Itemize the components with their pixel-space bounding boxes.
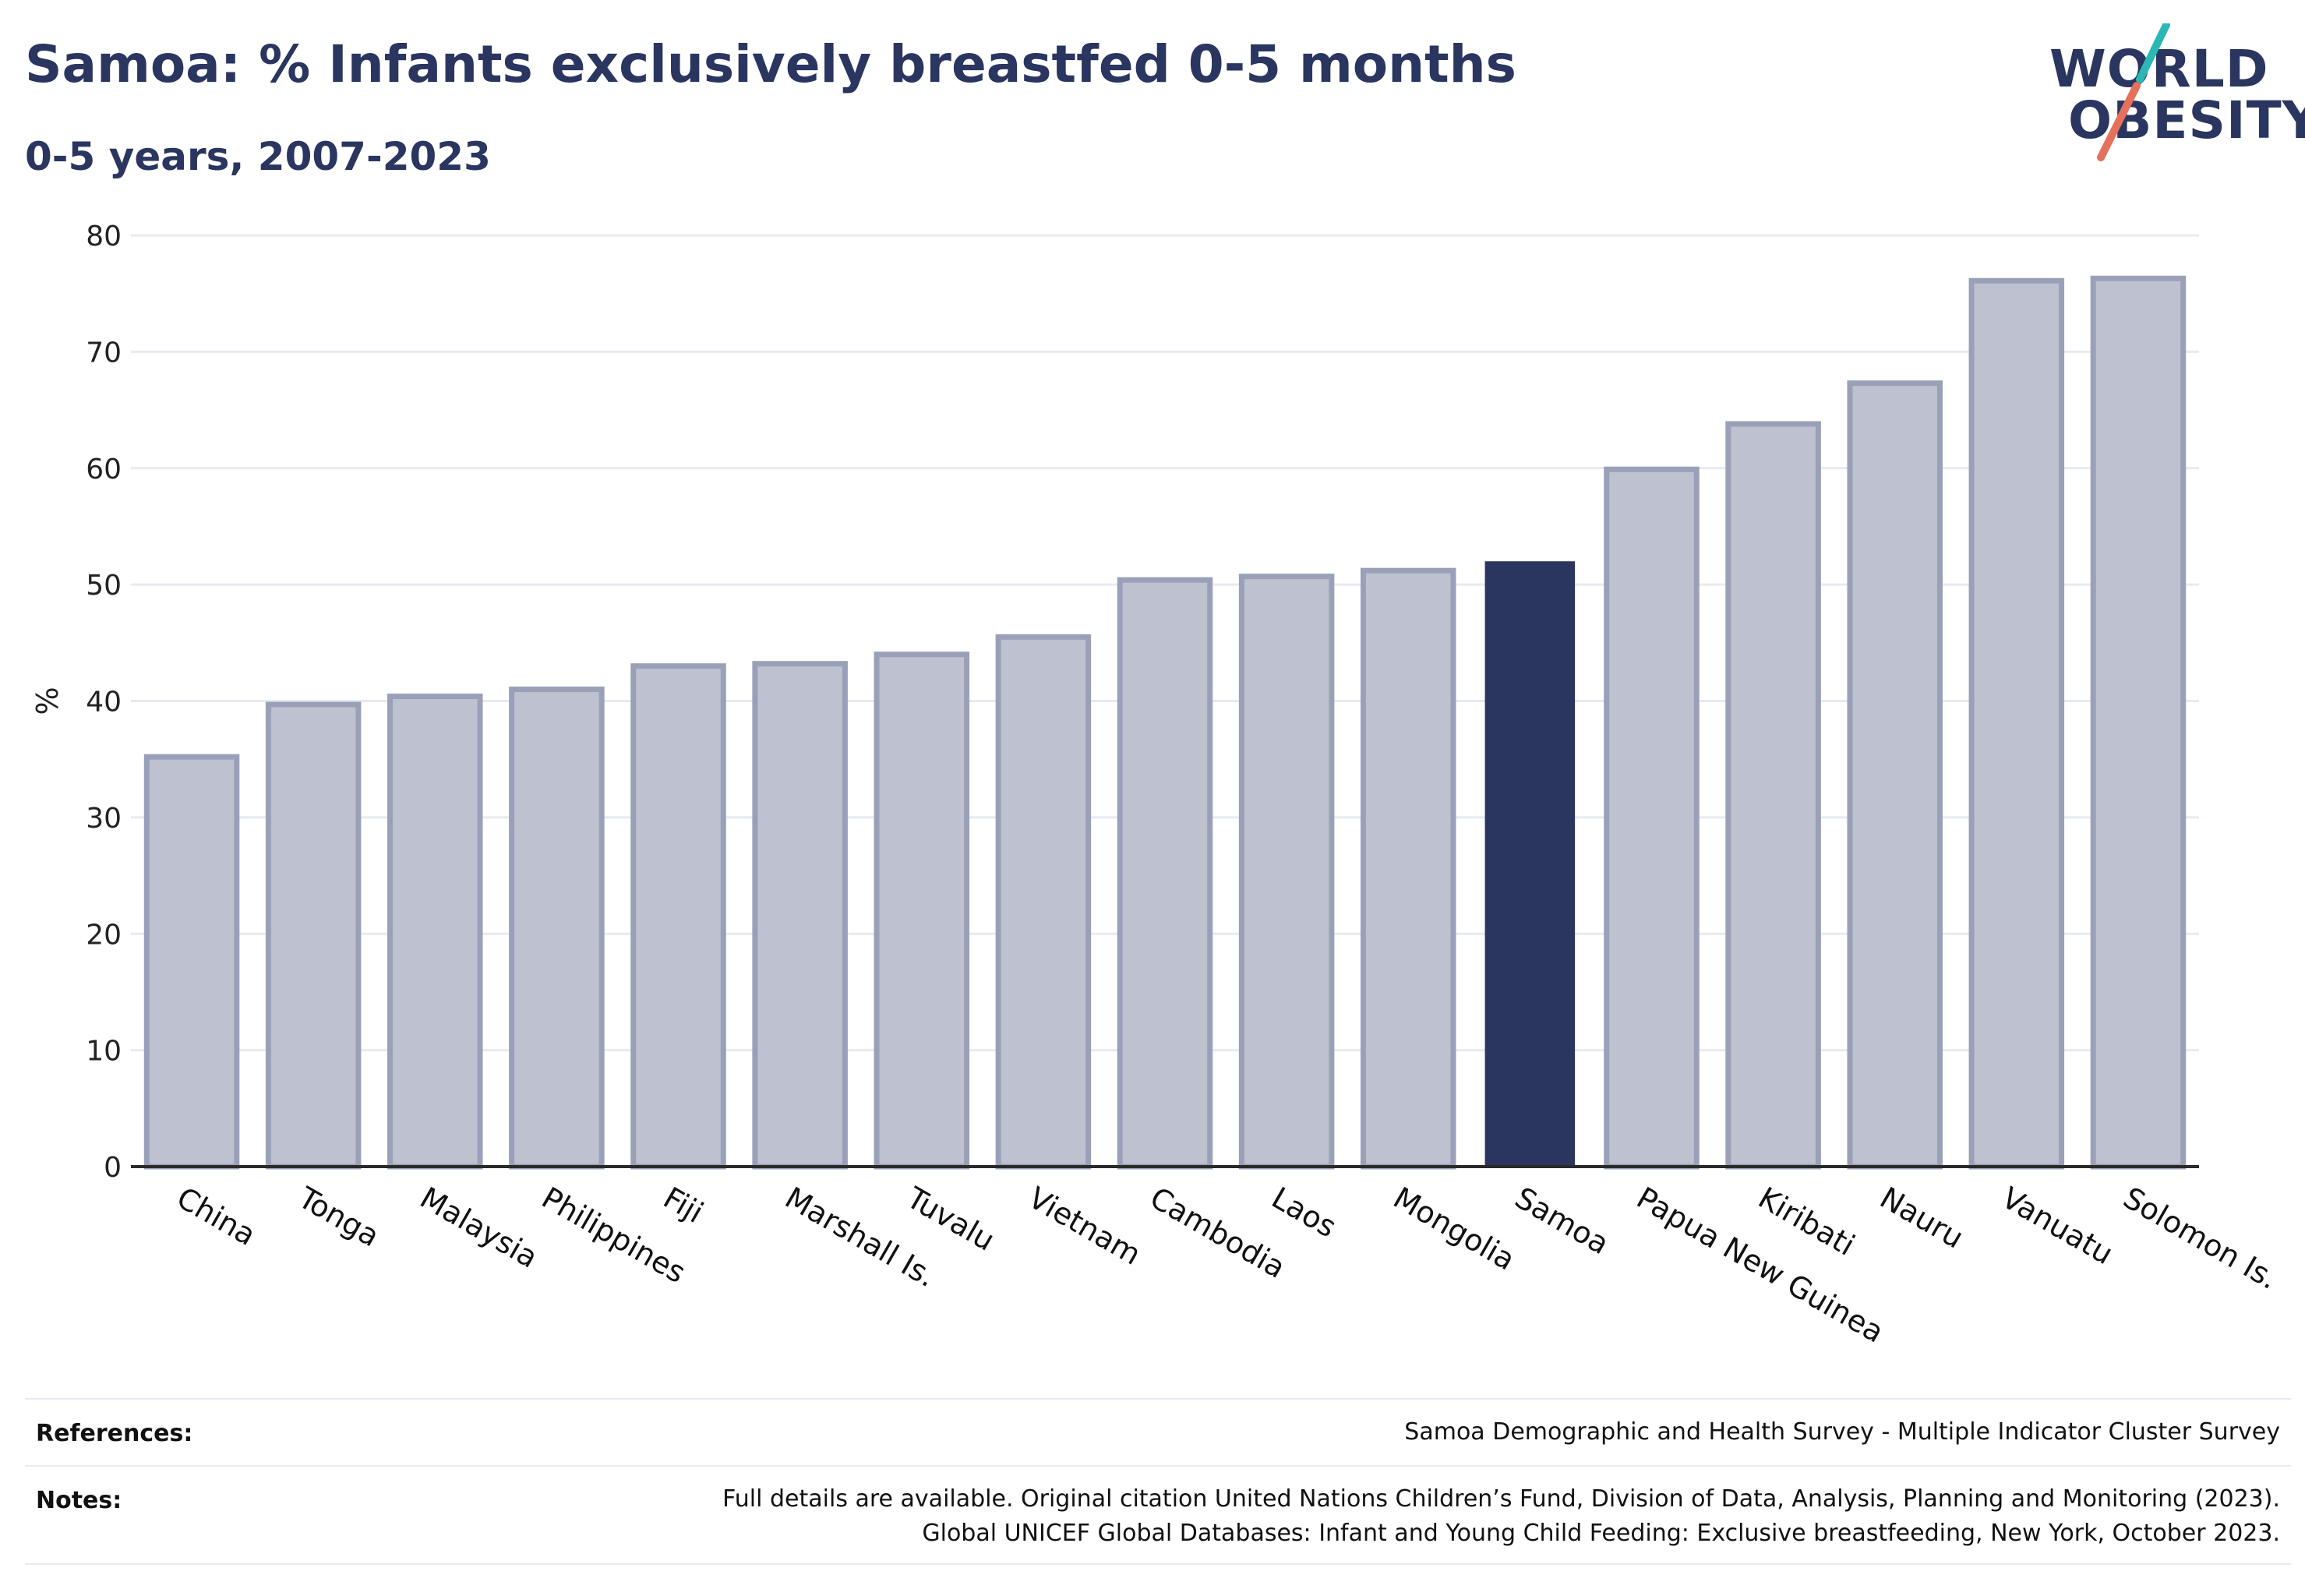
world-obesity-logo: WORLD OBESITY bbox=[2042, 23, 2305, 164]
y-tick-label: 30 bbox=[86, 803, 122, 835]
y-tick-label: 50 bbox=[86, 570, 122, 602]
bar bbox=[1847, 380, 1943, 1170]
bar bbox=[1604, 466, 1700, 1170]
notes-value: Full details are available. Original cit… bbox=[722, 1482, 2280, 1551]
bar bbox=[1968, 277, 2065, 1170]
bar bbox=[752, 661, 848, 1170]
notes-label: Notes: bbox=[36, 1487, 122, 1514]
x-tick-label: Vanuatu bbox=[1996, 1181, 2119, 1271]
bar bbox=[874, 651, 970, 1170]
y-tick-label: 10 bbox=[86, 1036, 122, 1068]
bar bbox=[1238, 574, 1335, 1170]
x-tick-label: Mongolia bbox=[1388, 1181, 1521, 1277]
x-tick-label: Fiji bbox=[658, 1181, 709, 1230]
notes-row: Notes: Full details are available. Origi… bbox=[25, 1465, 2291, 1565]
bar bbox=[265, 701, 362, 1170]
chart-subtitle: 0-5 years, 2007-2023 bbox=[25, 134, 491, 179]
x-tick-label: China bbox=[171, 1181, 262, 1252]
y-tick-label: 40 bbox=[86, 687, 122, 719]
y-axis-title: % bbox=[30, 687, 65, 715]
bar bbox=[1360, 567, 1456, 1170]
references-value: Samoa Demographic and Health Survey - Mu… bbox=[1404, 1418, 2280, 1446]
x-tick-label: Vietnam bbox=[1022, 1181, 1146, 1272]
y-tick-label: 70 bbox=[86, 337, 122, 369]
y-tick-label: 80 bbox=[86, 221, 122, 252]
references-row: References: Samoa Demographic and Health… bbox=[25, 1398, 2291, 1465]
chart-title: Samoa: % Infants exclusively breastfed 0… bbox=[25, 34, 1516, 94]
bar bbox=[387, 694, 483, 1170]
x-tick-label: Cambodia bbox=[1145, 1181, 1291, 1285]
x-tick-label: Malaysia bbox=[415, 1181, 544, 1275]
x-tick-label: Solomon Is. bbox=[2117, 1181, 2283, 1296]
x-tick-label: Nauru bbox=[1874, 1181, 1969, 1255]
bar bbox=[630, 663, 726, 1170]
bar bbox=[2090, 275, 2187, 1170]
logo-slash-icon bbox=[2097, 23, 2170, 161]
bar bbox=[995, 634, 1092, 1170]
y-tick-label: 60 bbox=[86, 454, 122, 486]
x-tick-label: Tuvalu bbox=[900, 1180, 1000, 1258]
bar bbox=[143, 754, 240, 1170]
notes-line-1: Full details are available. Original cit… bbox=[722, 1485, 2280, 1513]
references-label: References: bbox=[36, 1420, 193, 1447]
y-tick-label: 0 bbox=[104, 1152, 122, 1184]
bar bbox=[509, 687, 605, 1170]
bar bbox=[1117, 577, 1213, 1170]
bar bbox=[1725, 421, 1821, 1170]
x-tick-label: Tonga bbox=[292, 1180, 385, 1253]
x-tick-label: Samoa bbox=[1509, 1181, 1615, 1262]
x-tick-label: Laos bbox=[1266, 1181, 1343, 1245]
logo-word-1: WORLD bbox=[2049, 39, 2269, 99]
bar-highlight bbox=[1484, 561, 1576, 1167]
notes-line-2: Global UNICEF Global Databases: Infant a… bbox=[922, 1520, 2280, 1547]
y-tick-label: 20 bbox=[86, 919, 122, 951]
